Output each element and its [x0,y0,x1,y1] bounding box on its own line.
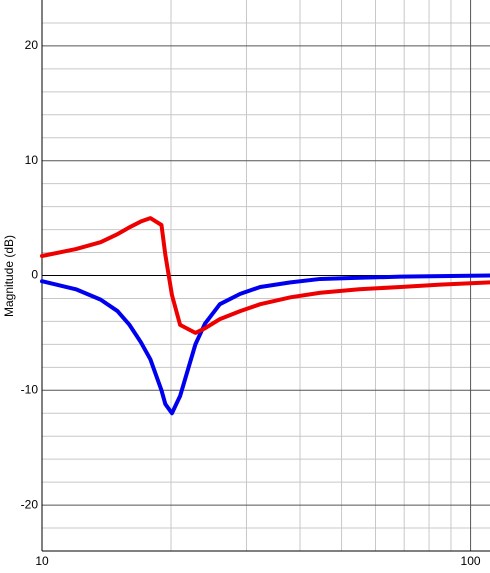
x-tick-label: 100 [461,554,481,568]
x-tick-label: 10 [35,554,49,568]
y-tick-label: -20 [21,497,39,511]
y-tick-label: -10 [21,382,39,396]
y-axis-label: Magnitude (dB) [2,235,16,317]
line-series [40,216,490,335]
y-tick-label: 20 [25,38,39,52]
line-series [40,273,490,416]
y-tick-label: 10 [25,153,39,167]
y-tick-label: 0 [31,268,38,282]
